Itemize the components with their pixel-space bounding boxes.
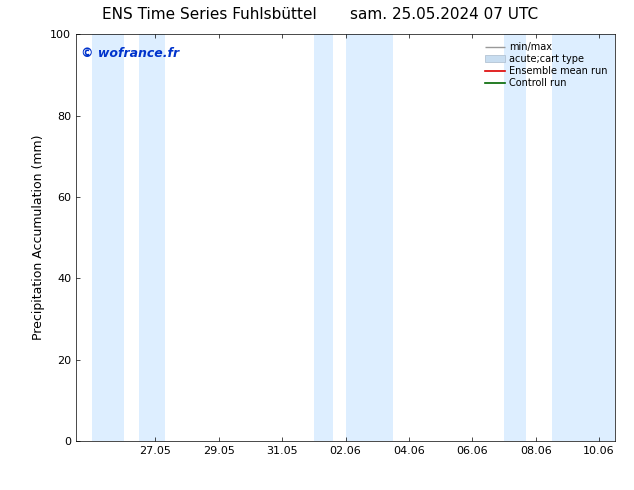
Bar: [314, 34, 333, 441]
Text: © wofrance.fr: © wofrance.fr: [81, 47, 179, 59]
Text: sam. 25.05.2024 07 UTC: sam. 25.05.2024 07 UTC: [350, 7, 538, 23]
Y-axis label: Precipitation Accumulation (mm): Precipitation Accumulation (mm): [32, 135, 44, 341]
Bar: [346, 34, 393, 441]
Bar: [504, 34, 526, 441]
Bar: [139, 34, 165, 441]
Bar: [92, 34, 124, 441]
Text: ENS Time Series Fuhlsbüttel: ENS Time Series Fuhlsbüttel: [102, 7, 316, 23]
Legend: min/max, acute;cart type, Ensemble mean run, Controll run: min/max, acute;cart type, Ensemble mean …: [482, 39, 610, 91]
Bar: [552, 34, 615, 441]
